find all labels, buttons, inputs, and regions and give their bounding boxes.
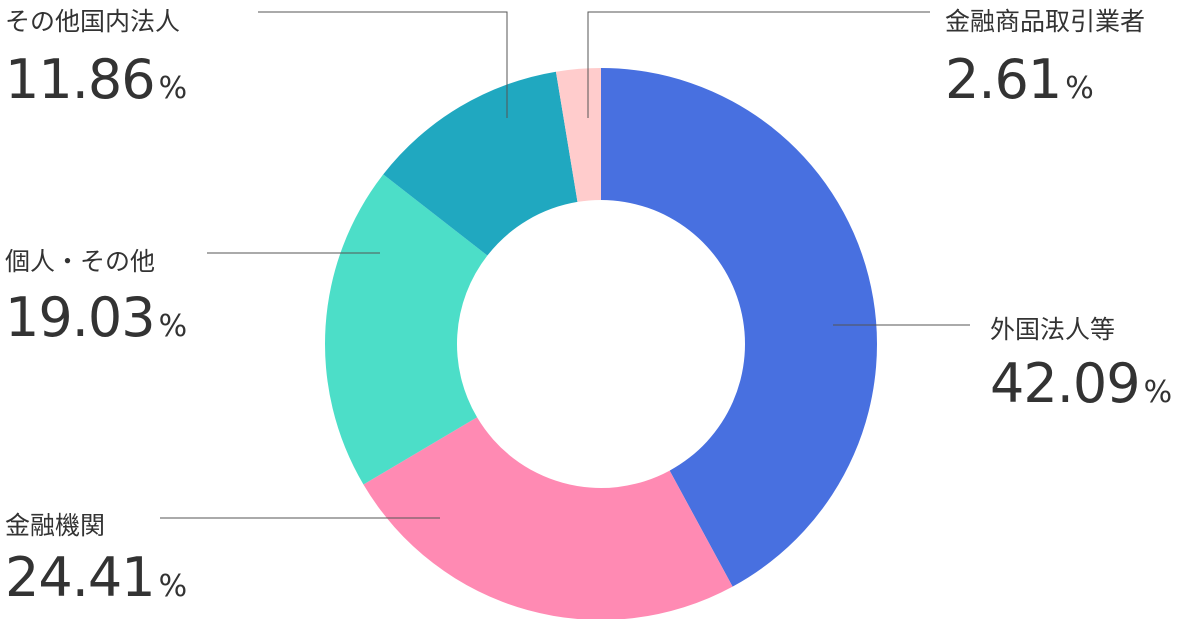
slice-label: 金融商品取引業者 xyxy=(945,7,1145,36)
value-label: 24.41% xyxy=(5,546,186,609)
value-label: 42.09% xyxy=(990,352,1171,415)
value-number: 19.03 xyxy=(5,286,155,349)
value-number: 24.41 xyxy=(5,546,155,609)
slice xyxy=(363,417,733,619)
slice-label: 金融機関 xyxy=(5,511,105,540)
value-number: 2.61 xyxy=(945,48,1061,111)
slice-label: その他国内法人 xyxy=(5,7,180,36)
slice xyxy=(325,174,488,485)
value-number: 42.09 xyxy=(990,352,1140,415)
value-unit: % xyxy=(1144,375,1172,410)
value-number: 11.86 xyxy=(5,48,155,111)
slice-label: 個人・その他 xyxy=(5,247,155,276)
value-unit: % xyxy=(1065,71,1093,106)
slice-label: 外国法人等 xyxy=(990,315,1115,344)
value-label: 2.61% xyxy=(945,48,1093,111)
value-label: 11.86% xyxy=(5,48,186,111)
slice xyxy=(383,71,578,256)
value-unit: % xyxy=(159,569,187,604)
slice xyxy=(601,68,877,587)
value-unit: % xyxy=(159,309,187,344)
value-unit: % xyxy=(159,71,187,106)
leader-line xyxy=(258,11,508,118)
slice xyxy=(555,68,601,202)
leader-line xyxy=(587,11,930,118)
value-label: 19.03% xyxy=(5,286,186,349)
